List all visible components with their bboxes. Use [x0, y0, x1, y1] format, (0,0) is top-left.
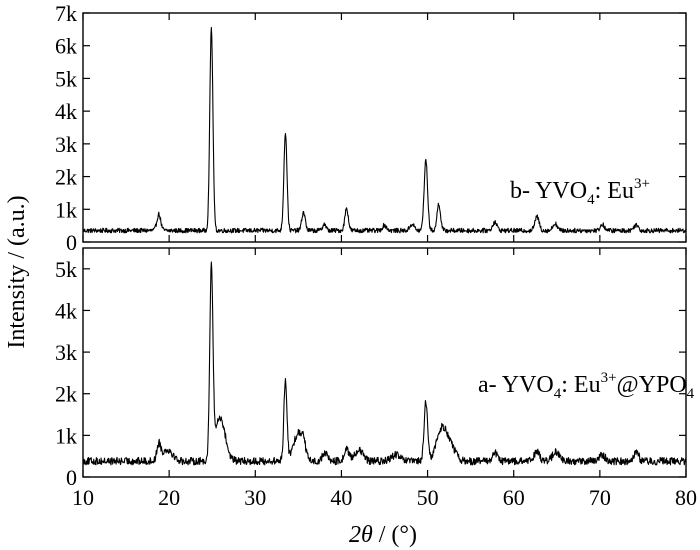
series-line-top	[82, 26, 687, 234]
y-tick-label: 0	[66, 465, 77, 490]
x-axis-label: 2θ / (°)	[349, 522, 417, 548]
series-annotation-top: b- YVO4: Eu3+	[510, 176, 650, 208]
y-tick-label: 5k	[55, 66, 77, 91]
panel-top-frame	[82, 12, 687, 243]
y-tick-label: 4k	[55, 298, 77, 323]
y-tick-label: 7k	[55, 1, 77, 26]
series-line-bottom	[82, 261, 687, 466]
panel-top: 0 1k 2k 3k 4k 5k 6k 7k b- YVO4: Eu3+	[55, 1, 687, 255]
x-tick-label: 10	[72, 485, 94, 510]
y-tick-label: 0	[66, 230, 77, 255]
x-tick-label: 30	[244, 485, 266, 510]
y-tick-label: 2k	[55, 165, 77, 190]
y-tick-label: 1k	[55, 423, 77, 448]
panel-bottom-frame	[82, 247, 687, 478]
y-tick-label: 1k	[55, 197, 77, 222]
y-tick-label: 5k	[55, 257, 77, 282]
y-tick-label: 3k	[55, 132, 77, 157]
y-axis-label: Intensity / (a.u.)	[4, 195, 30, 348]
panel-bottom: 0 1k 2k 3k 4k 5k a- YVO4: Eu3+@YPO4	[55, 247, 695, 490]
x-tick-label: 40	[330, 485, 352, 510]
y-tick-label: 6k	[55, 34, 77, 59]
x-tick-label: 60	[503, 485, 525, 510]
series-annotation-bottom: a- YVO4: Eu3+@YPO4	[478, 370, 695, 402]
x-tick-label: 70	[589, 485, 611, 510]
x-tick-label: 50	[417, 485, 439, 510]
x-tick-label: 80	[675, 485, 697, 510]
chart-panels: 0 1k 2k 3k 4k 5k 6k 7k b- YVO4: Eu3+ 0 1k 2k 3k 4k 5k a…	[55, 1, 695, 490]
x-axis-label-unit: / (°)	[373, 522, 417, 548]
y-tick-label: 3k	[55, 340, 77, 365]
y-tick-label: 2k	[55, 382, 77, 407]
y-tick-label: 4k	[55, 99, 77, 124]
x-tick-label: 20	[158, 485, 180, 510]
x-axis: 10 20 30 40 50 60 70 80	[72, 485, 697, 510]
x-axis-label-theta: 2θ	[349, 522, 373, 548]
